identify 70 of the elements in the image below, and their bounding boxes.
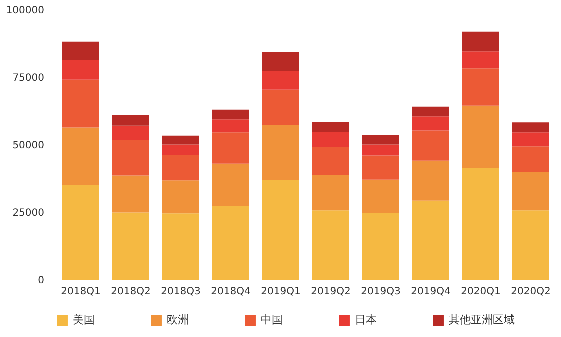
x-tick-label: 2019Q4 (411, 286, 451, 298)
bar (362, 156, 400, 180)
y-tick-label: 0 (38, 276, 44, 286)
bar (412, 130, 450, 161)
legend-label: 其他亚洲区域 (449, 314, 515, 327)
x-tick-label: 2018Q2 (111, 286, 151, 298)
bar (362, 144, 400, 156)
x-tick-label: 2020Q1 (461, 286, 501, 298)
bar (162, 136, 200, 145)
x-tick-label: 2020Q2 (511, 286, 551, 298)
legend-label: 欧洲 (167, 314, 189, 327)
bar (62, 128, 100, 185)
y-tick-label: 100000 (6, 6, 44, 16)
bar (412, 160, 450, 201)
bar (412, 200, 450, 280)
bar (62, 60, 100, 80)
bar (462, 168, 500, 280)
bar (512, 122, 550, 133)
y-tick-label: 25000 (12, 208, 44, 219)
bar (262, 71, 300, 90)
x-tick-label: 2018Q1 (61, 286, 101, 298)
bar (312, 176, 350, 211)
legend-label: 中国 (261, 314, 283, 327)
bar (462, 52, 500, 69)
bar (162, 180, 200, 214)
bar (112, 212, 150, 280)
bar (62, 42, 100, 60)
legend-label: 日本 (355, 314, 377, 327)
bar (212, 120, 250, 133)
bar (112, 115, 150, 126)
bar (512, 132, 550, 147)
bar (112, 176, 150, 213)
bar (262, 180, 300, 280)
bar (462, 106, 500, 168)
bar (112, 140, 150, 176)
bar (262, 90, 300, 126)
x-tick-label: 2019Q3 (361, 286, 401, 298)
bar (312, 210, 350, 280)
bar (62, 184, 100, 280)
bar (312, 132, 350, 148)
bar (312, 122, 350, 132)
bar (262, 52, 300, 72)
bar (412, 106, 450, 117)
bar (212, 132, 250, 164)
x-tick-label: 2018Q4 (211, 286, 251, 298)
bar (362, 213, 400, 280)
bar (162, 214, 200, 280)
bar (512, 146, 550, 173)
bar (312, 147, 350, 176)
x-tick-label: 2019Q1 (261, 286, 301, 298)
bar (362, 135, 400, 145)
bar (162, 154, 200, 181)
bar (462, 32, 500, 52)
bar (62, 80, 100, 128)
bar (462, 68, 500, 106)
y-tick-label: 75000 (12, 73, 44, 84)
x-tick-label: 2019Q2 (311, 286, 351, 298)
x-tick-label: 2018Q3 (161, 286, 201, 298)
bar (512, 210, 550, 280)
legend-label: 美国 (73, 314, 95, 327)
bar (212, 206, 250, 280)
y-tick-label: 50000 (12, 140, 44, 152)
bar (412, 116, 450, 131)
bar (362, 180, 400, 214)
bar (112, 126, 150, 140)
bar (512, 172, 550, 211)
bar (162, 144, 200, 155)
bar (212, 164, 250, 206)
bar (262, 125, 300, 180)
bar (212, 110, 250, 120)
